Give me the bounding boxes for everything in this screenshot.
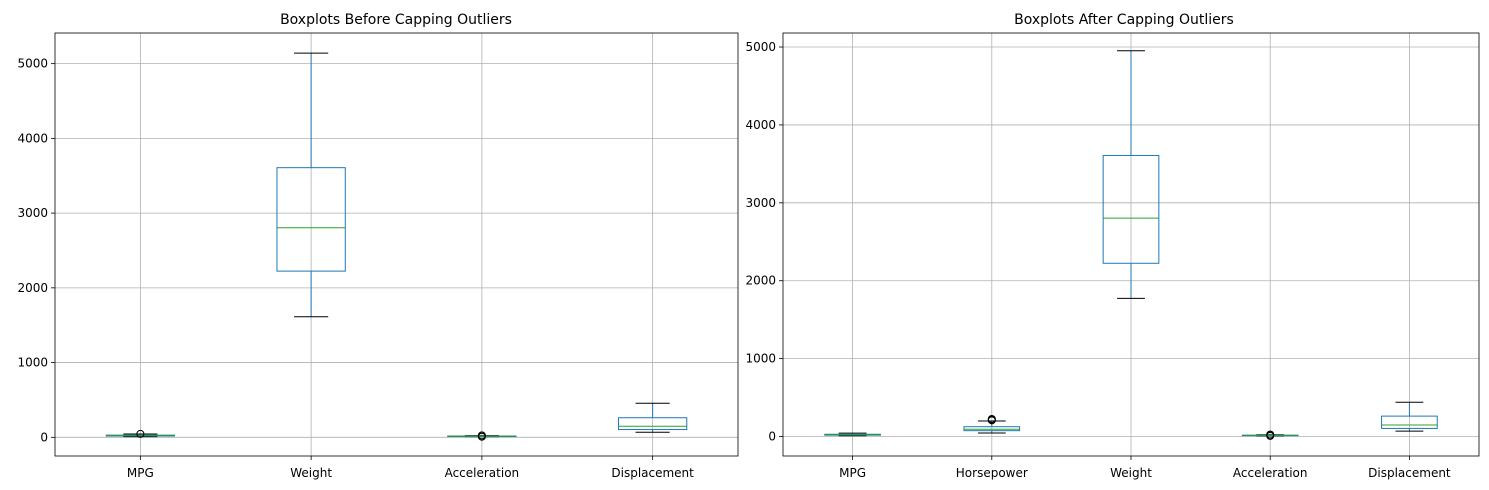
y-tick-label: 0 (768, 430, 776, 444)
box-weight (1102, 50, 1160, 299)
outlier-point (1266, 431, 1275, 440)
box-body (617, 417, 688, 431)
x-tick-label: Acceleration (445, 466, 520, 480)
x-axis: MPG Weight Acceleration Displacement (127, 456, 694, 480)
box-mpg (105, 429, 176, 438)
box-body (1102, 154, 1160, 264)
chart-title: Boxplots Before Capping Outliers (280, 12, 512, 28)
box-weight (276, 52, 346, 318)
box-body (963, 426, 1021, 432)
axes-frame (54, 32, 739, 457)
x-tick-label: MPG (127, 466, 154, 480)
outlier-point (987, 414, 996, 423)
chart-title: Boxplots After Capping Outliers (1014, 12, 1234, 28)
chart-after-capping: Boxplots After Capping Outliers 0 1000 200… (745, 12, 1480, 480)
x-tick-label: Weight (1110, 466, 1152, 480)
box-displacement (617, 402, 688, 433)
x-tick-label: Displacement (611, 466, 694, 480)
y-tick-label: 3000 (17, 206, 48, 220)
box-horsepower (963, 414, 1021, 434)
box-body (1381, 415, 1438, 429)
outlier-point (477, 432, 486, 441)
y-axis: 0 1000 2000 3000 4000 5000 (745, 40, 783, 444)
y-tick-label: 1000 (745, 352, 776, 366)
y-tick-label: 0 (40, 430, 48, 444)
box-acceleration (447, 431, 517, 441)
outlier-point (136, 429, 145, 438)
y-axis: 0 1000 2000 3000 4000 5000 (17, 57, 55, 444)
y-tick-label: 2000 (745, 274, 776, 288)
y-tick-label: 5000 (745, 40, 776, 54)
y-tick-label: 4000 (17, 131, 48, 145)
y-tick-label: 4000 (745, 118, 776, 132)
grid (55, 33, 738, 456)
box-mpg (824, 432, 881, 437)
x-tick-label: Horsepower (956, 466, 1028, 480)
box-displacement (1381, 401, 1438, 432)
x-tick-label: Acceleration (1233, 466, 1308, 480)
chart-before-capping: Boxplots Before Capping Outliers 0 1000 20… (17, 12, 739, 480)
x-tick-label: Weight (290, 466, 332, 480)
grid (783, 33, 1479, 456)
y-tick-label: 2000 (17, 281, 48, 295)
y-tick-label: 5000 (17, 57, 48, 71)
x-axis: MPG Horsepower Weight Acceleration Displacem… (839, 456, 1451, 480)
x-tick-label: MPG (839, 466, 866, 480)
box-acceleration (1241, 430, 1299, 440)
y-tick-label: 3000 (745, 196, 776, 210)
x-tick-label: Displacement (1368, 466, 1451, 480)
y-tick-label: 1000 (17, 356, 48, 370)
box-body (276, 167, 346, 272)
